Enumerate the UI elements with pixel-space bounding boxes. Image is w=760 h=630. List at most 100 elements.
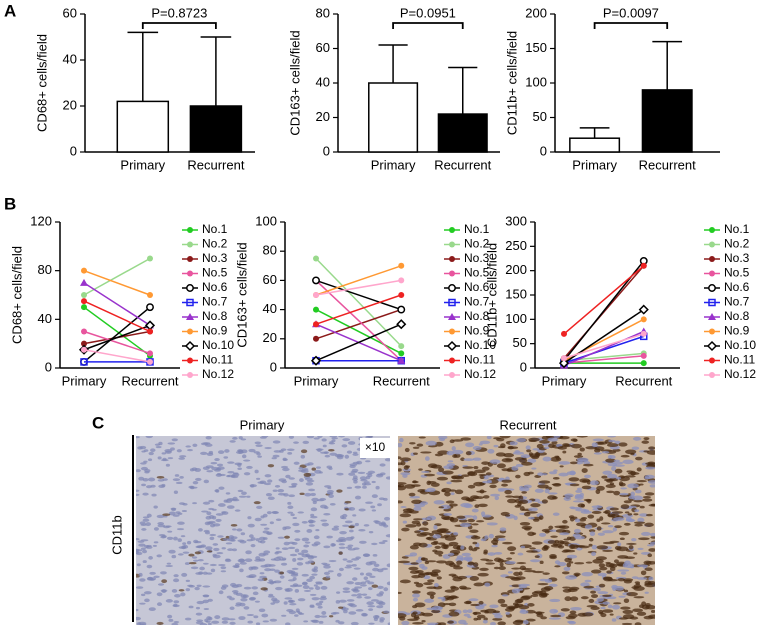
cell (452, 439, 464, 442)
cell (552, 496, 558, 500)
cell (423, 575, 431, 580)
nucleus (208, 507, 215, 511)
bar (641, 89, 693, 153)
legend-label: No.2 (464, 237, 490, 251)
nucleus (352, 477, 358, 481)
marker (561, 355, 567, 362)
cell (514, 504, 521, 508)
nucleus (261, 436, 269, 438)
cell (600, 612, 607, 618)
cell (562, 519, 568, 524)
y-tick-label: 250 (505, 238, 527, 253)
cell (554, 565, 561, 568)
cell (519, 457, 528, 463)
cell (574, 518, 581, 523)
cell (412, 622, 424, 625)
nucleus (367, 605, 376, 608)
cell (612, 527, 618, 532)
cell (549, 471, 558, 475)
nucleus (359, 572, 364, 576)
series-line (315, 279, 402, 296)
nucleus (188, 605, 194, 609)
nucleus (257, 578, 265, 582)
cell (638, 537, 650, 541)
cell (616, 546, 629, 552)
y-tick-label: 200 (505, 262, 527, 277)
nucleus (367, 470, 376, 474)
nucleus (157, 456, 162, 460)
cell (596, 526, 602, 531)
cell (483, 495, 490, 499)
cell (485, 472, 492, 476)
nucleus (171, 507, 176, 512)
micrograph-primary (136, 436, 390, 625)
cell (436, 560, 447, 564)
magnification-box (360, 438, 390, 458)
nucleus (338, 621, 345, 625)
cell (423, 582, 433, 586)
cell (449, 503, 458, 507)
nucleus (215, 513, 224, 516)
nucleus (367, 473, 373, 478)
cell (611, 466, 617, 472)
cell (412, 518, 423, 521)
cell (506, 605, 519, 609)
marker (187, 227, 193, 233)
cell (568, 613, 578, 618)
cell (459, 522, 472, 528)
cell (630, 491, 635, 497)
cell (433, 500, 445, 505)
nucleus (346, 599, 355, 602)
nucleus (301, 573, 309, 577)
nucleus (205, 515, 212, 520)
cell (563, 549, 571, 552)
cell (617, 542, 622, 547)
cell (601, 522, 611, 525)
marker (313, 321, 319, 328)
nucleus (363, 481, 371, 484)
nucleus (292, 516, 298, 519)
nucleus (362, 553, 371, 557)
nucleus (202, 585, 211, 588)
cell (501, 594, 509, 597)
nucleus (174, 474, 180, 477)
cell (524, 569, 536, 573)
nucleus (207, 622, 212, 625)
cell (415, 559, 423, 564)
cell (471, 523, 479, 526)
nucleus (257, 481, 265, 484)
nucleus (383, 610, 390, 614)
nucleus (329, 436, 338, 438)
nucleus (238, 436, 243, 440)
y-tick-label: 60 (263, 272, 277, 287)
cell (570, 438, 578, 442)
cell (614, 586, 624, 591)
legend-label: No.9 (464, 324, 490, 338)
nucleus (301, 549, 309, 554)
nucleus (310, 619, 318, 623)
marker (313, 335, 319, 342)
cell (465, 442, 475, 448)
nucleus (321, 611, 327, 615)
cell (452, 454, 458, 458)
nucleus (136, 586, 144, 589)
marker (80, 278, 88, 286)
cell (424, 598, 435, 603)
nucleus (281, 547, 289, 551)
nucleus (167, 457, 174, 460)
nucleus (387, 622, 390, 625)
nucleus (204, 531, 210, 535)
cell (438, 622, 447, 625)
nucleus (161, 452, 167, 455)
nucleus (152, 544, 157, 547)
nucleus (254, 441, 261, 445)
cell (425, 440, 437, 446)
nucleus (236, 528, 243, 532)
nucleus (173, 536, 178, 541)
nucleus (385, 476, 390, 480)
nucleus (260, 515, 265, 519)
nucleus (212, 523, 221, 527)
nucleus (287, 501, 292, 505)
cell (512, 495, 522, 499)
nucleus (265, 493, 273, 497)
